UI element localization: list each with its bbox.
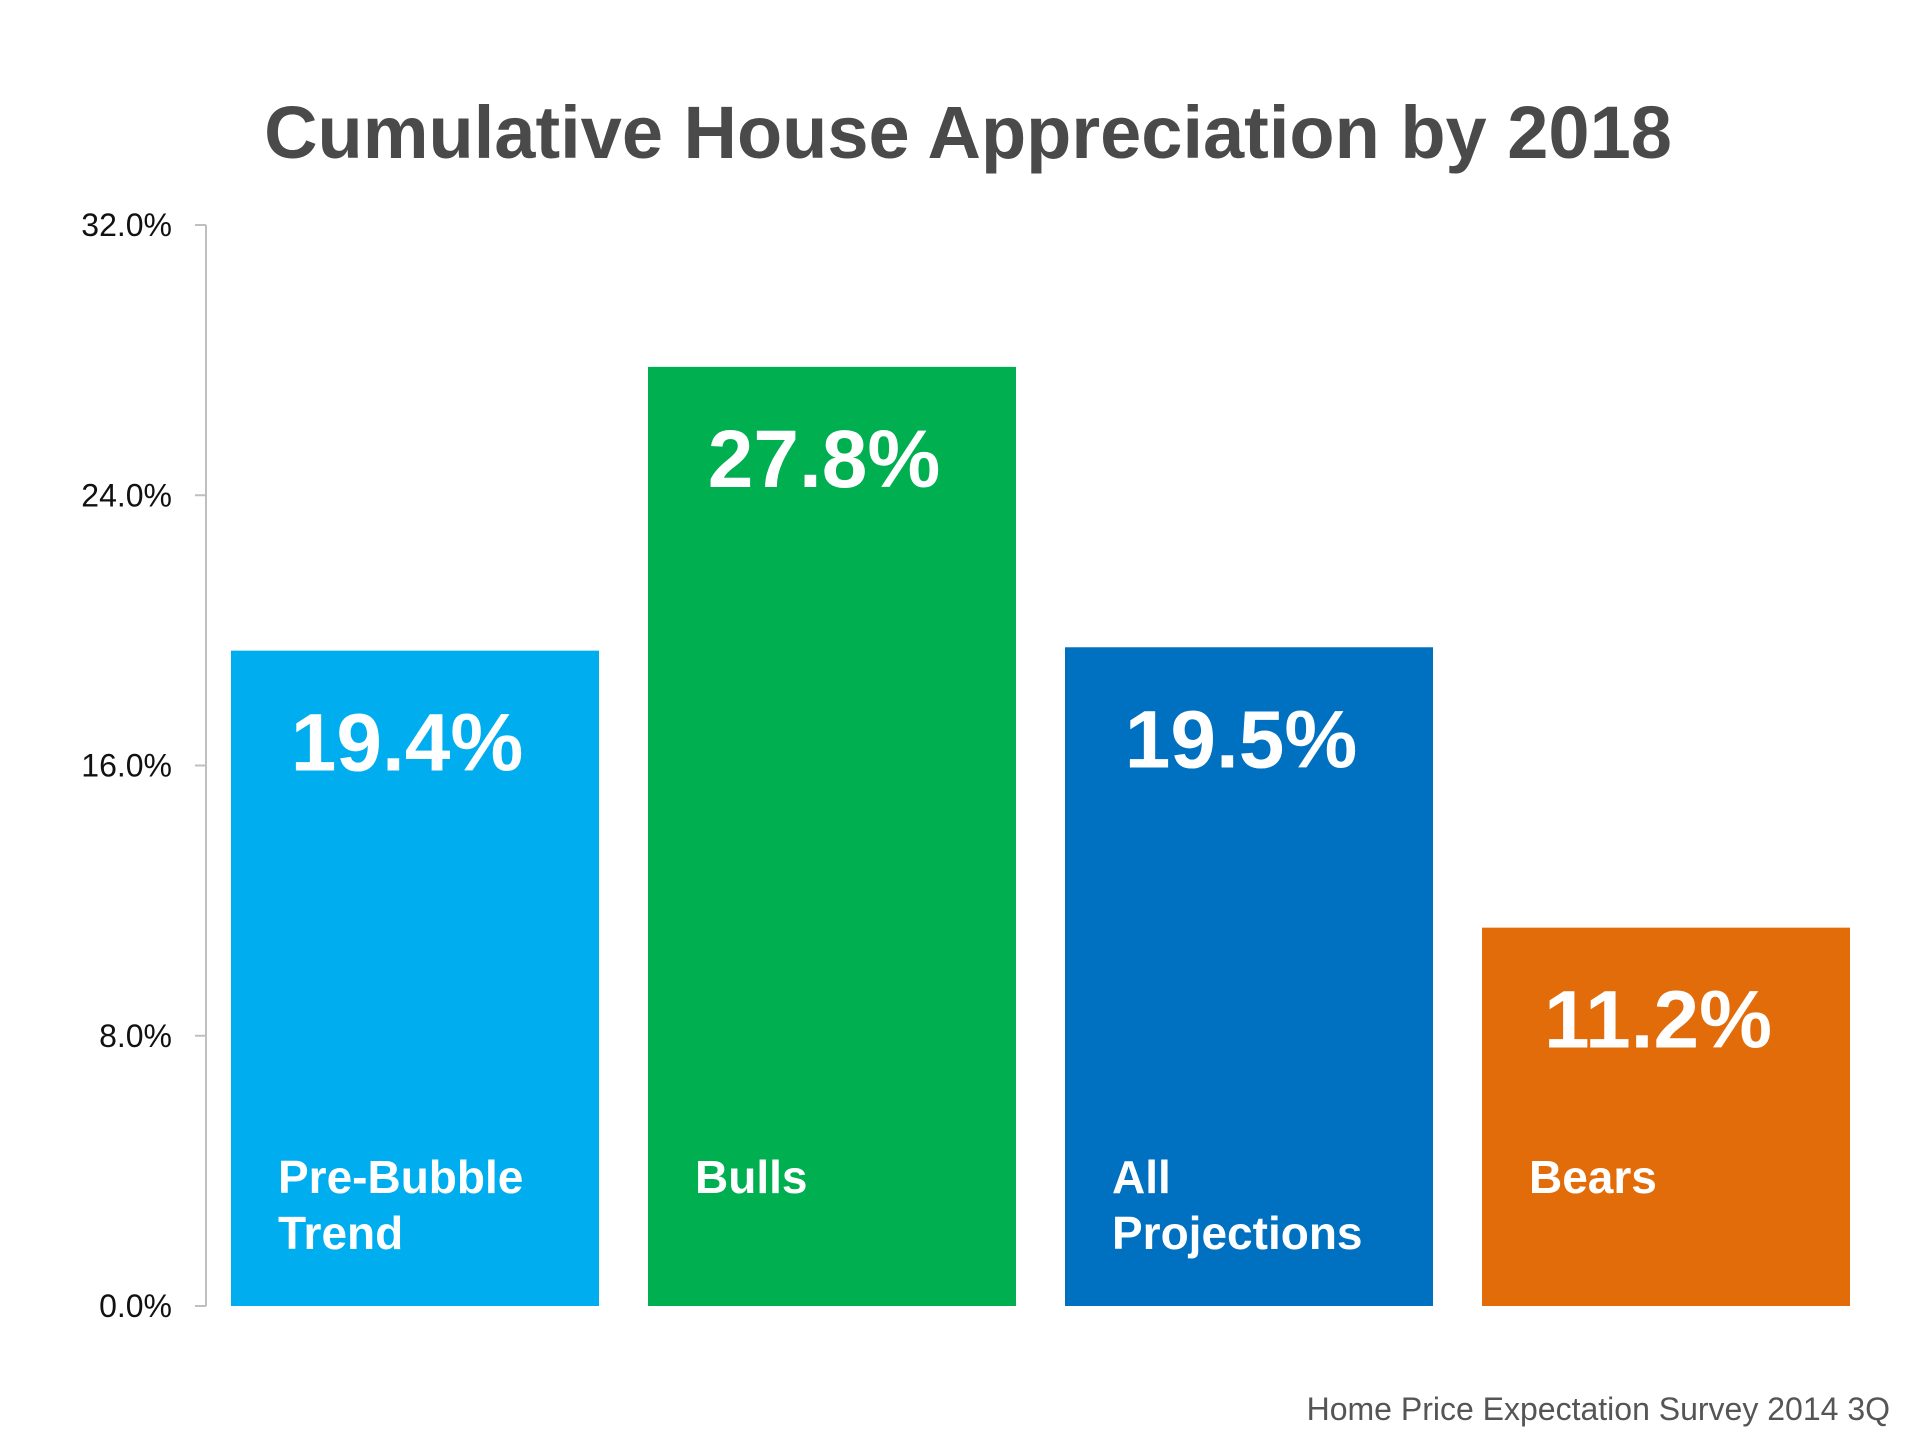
bar-category-line: All: [1112, 1151, 1171, 1203]
bar-category-label: Pre-Bubble Trend: [278, 1151, 523, 1259]
y-tick-label: 32.0%: [81, 207, 172, 243]
bar-category-label: Bears: [1529, 1151, 1657, 1203]
bar-category-line: Trend: [278, 1207, 403, 1259]
bar: [648, 366, 1016, 1307]
bar: [1065, 647, 1433, 1306]
bar-value-label: 19.4%: [291, 698, 524, 789]
y-tick-label: 16.0%: [81, 748, 172, 784]
bar-category-line: Pre-Bubble: [278, 1151, 523, 1203]
source-note: Home Price Expectation Survey 2014 3Q: [1307, 1391, 1890, 1427]
bar-category-line: Projections: [1112, 1207, 1363, 1259]
bar-value-label: 19.5%: [1125, 694, 1358, 785]
bar: [231, 650, 599, 1306]
bar-category-line: Bulls: [695, 1151, 807, 1203]
bar-value-label: 11.2%: [1544, 975, 1772, 1066]
bar-category-label: Bulls: [695, 1151, 807, 1203]
bar-value-label: 27.8%: [708, 414, 941, 505]
y-axis: 0.0% 8.0% 16.0% 24.0% 32.0%: [81, 207, 207, 1324]
bar: [1482, 927, 1850, 1306]
y-tick-label: 0.0%: [99, 1288, 172, 1324]
chart-title: Cumulative House Appreciation by 2018: [264, 91, 1672, 174]
y-tick-label: 24.0%: [81, 477, 172, 513]
bar-category-label: All Projections: [1112, 1151, 1363, 1259]
y-tick-label: 8.0%: [99, 1018, 172, 1054]
bar-category-line: Bears: [1529, 1151, 1657, 1203]
